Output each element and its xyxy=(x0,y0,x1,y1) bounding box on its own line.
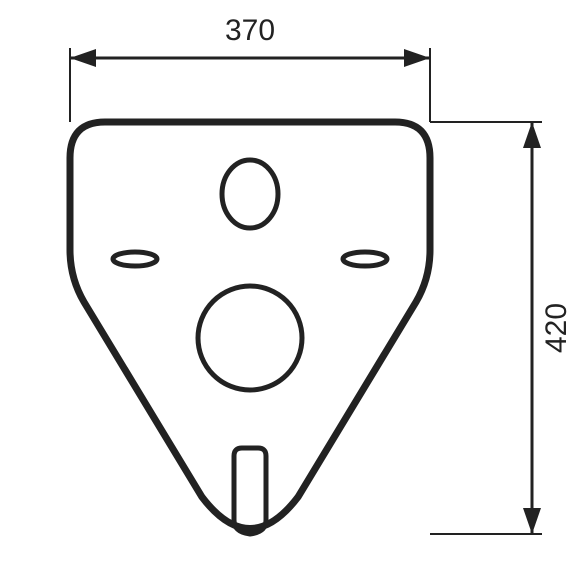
dim-label-width: 370 xyxy=(225,14,275,47)
bottom-slot-cutout xyxy=(234,448,266,534)
right-slot-cutout xyxy=(343,252,387,266)
plate-outline xyxy=(70,122,430,529)
left-slot-cutout xyxy=(113,252,157,266)
technical-drawing: 370 420 xyxy=(0,0,588,588)
arrowhead xyxy=(523,508,541,534)
arrowhead xyxy=(70,49,96,67)
arrowhead xyxy=(404,49,430,67)
dim-label-height: 420 xyxy=(540,303,573,353)
top-oval-cutout xyxy=(222,160,278,228)
center-circle-cutout xyxy=(198,286,302,390)
arrowhead xyxy=(523,122,541,148)
